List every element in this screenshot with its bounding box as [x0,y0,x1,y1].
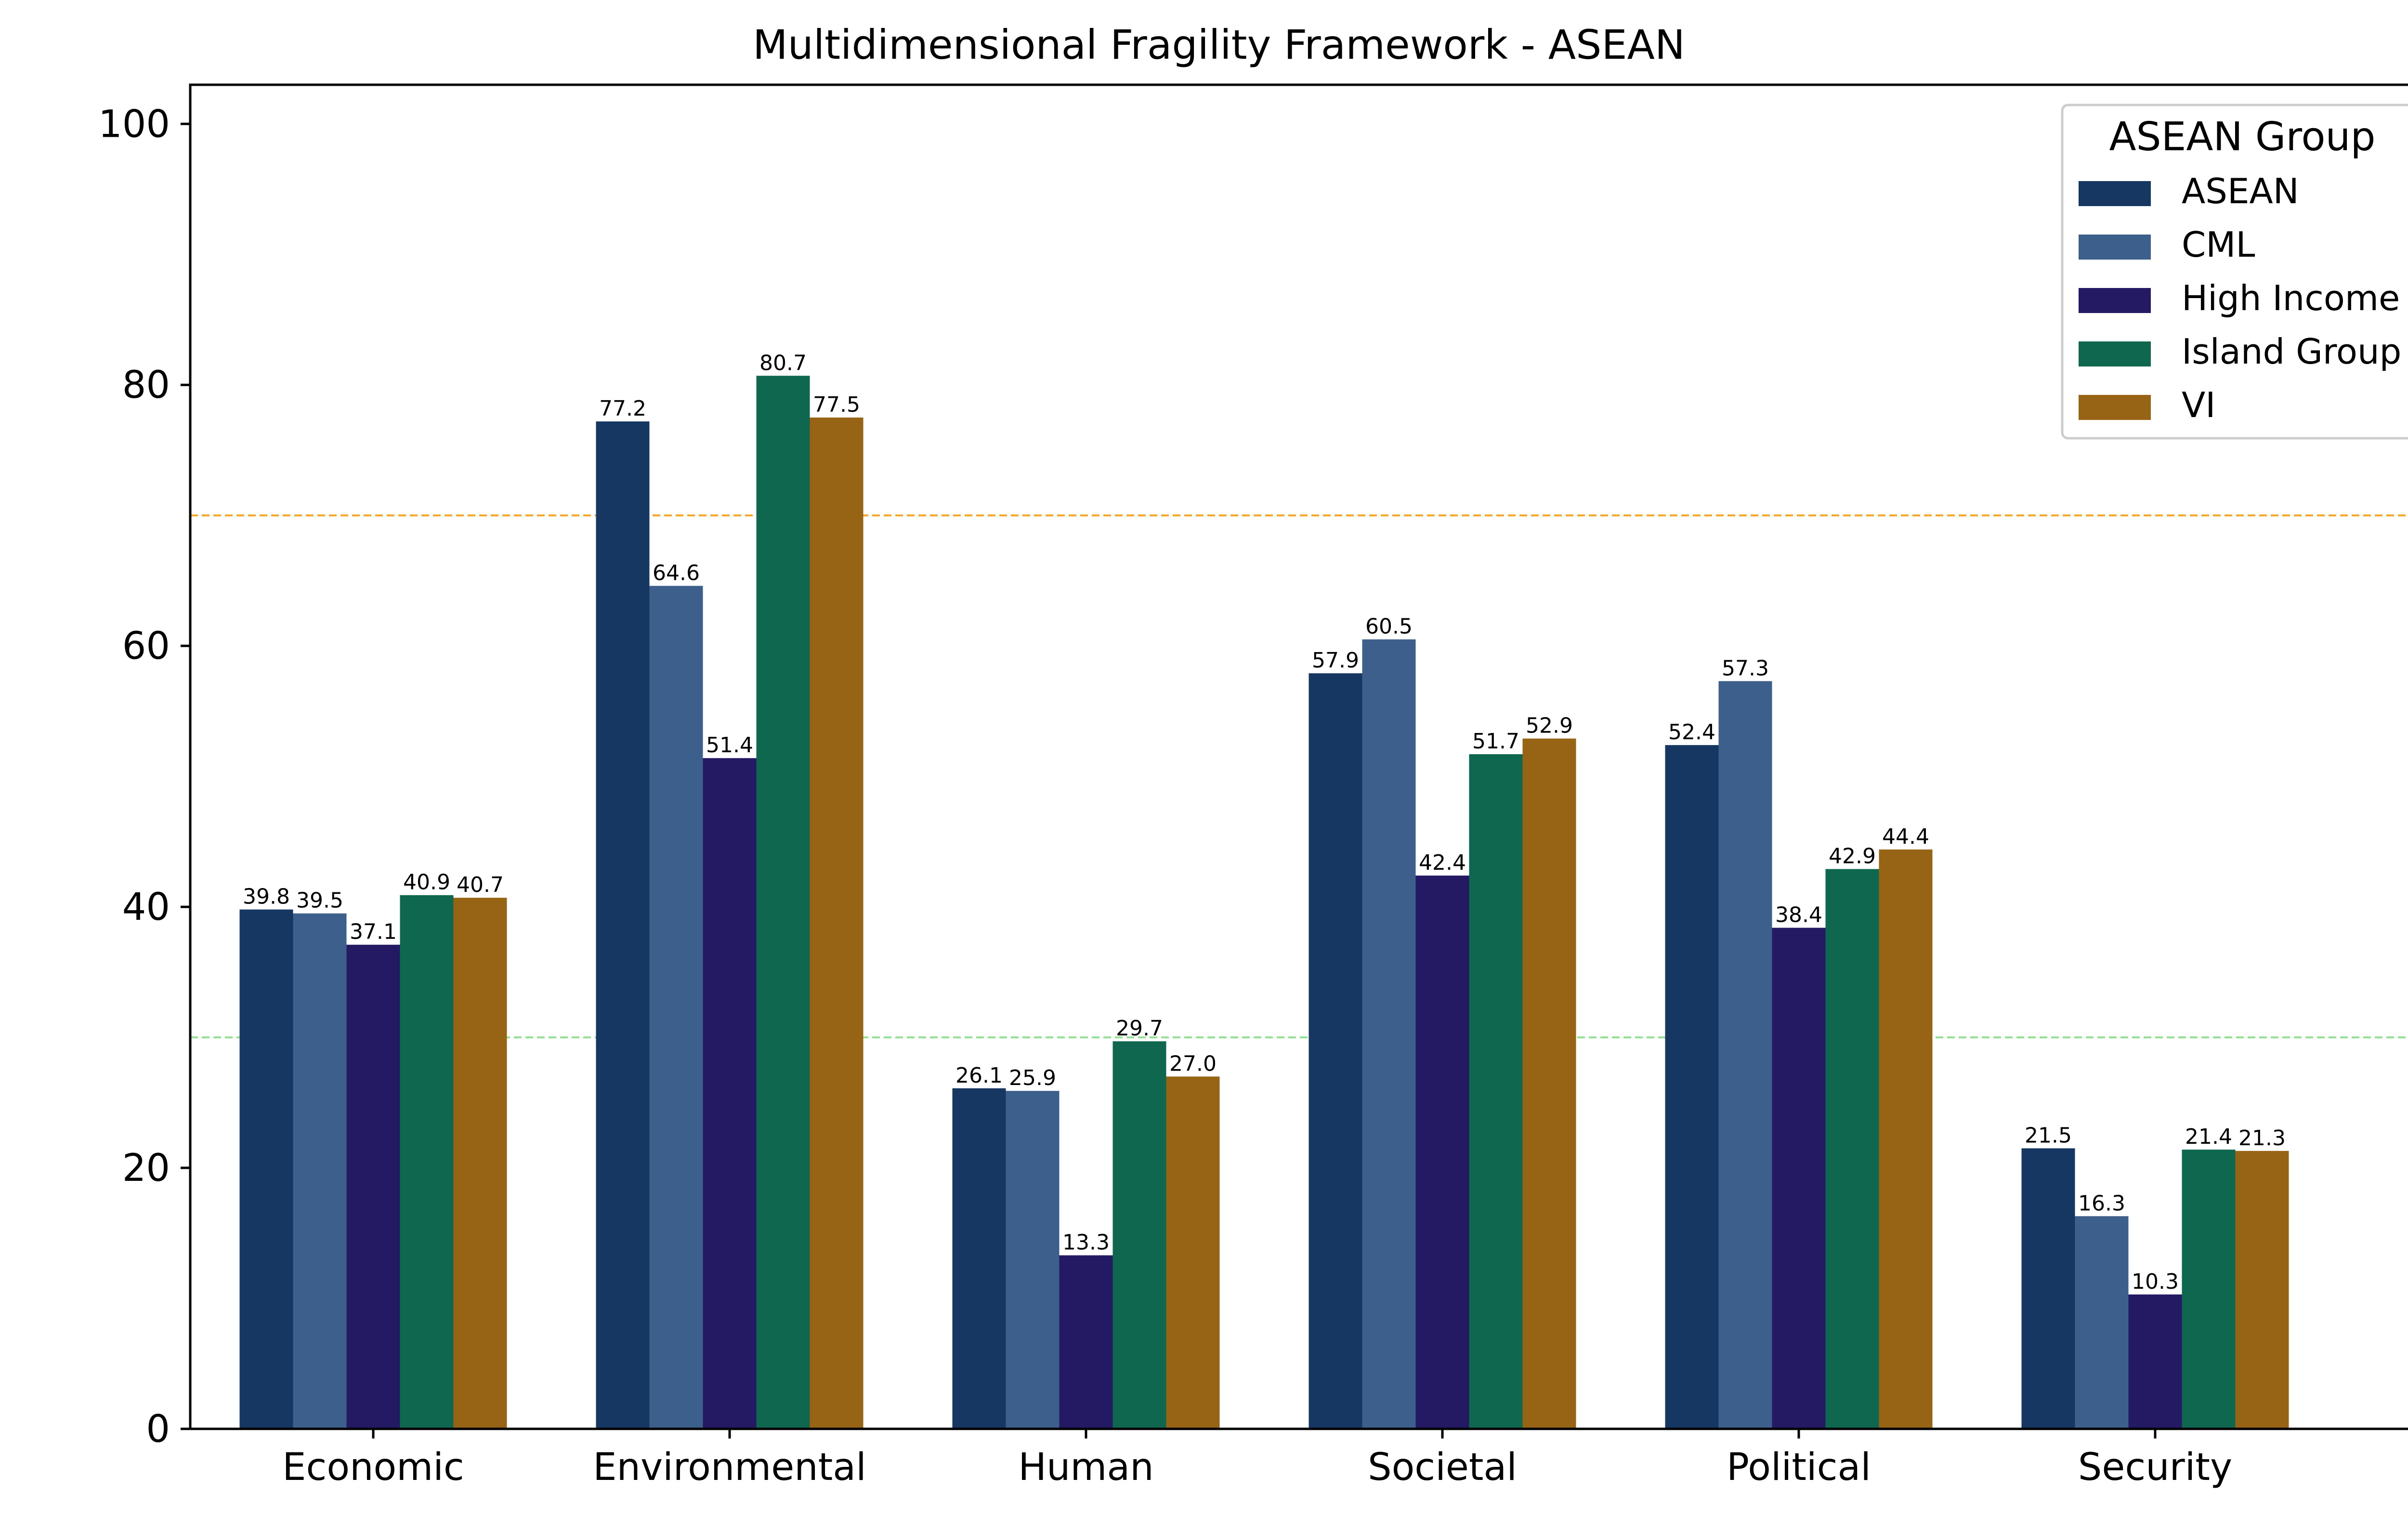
y-tick-label: 40 [122,886,170,929]
x-tick-label: Environmental [593,1446,866,1489]
bar [596,421,650,1429]
bar-value-label: 38.4 [1775,902,1822,927]
bar-value-label: 21.4 [2185,1125,2232,1149]
x-tick-label: Economic [282,1446,464,1489]
bar [2235,1151,2289,1429]
bar-value-label: 64.6 [653,561,700,586]
bar [649,586,703,1429]
legend-swatch [2079,181,2151,206]
bar [293,913,347,1429]
bar [1362,639,1416,1429]
bar [1469,754,1523,1429]
bar-value-label: 80.7 [759,351,807,375]
bars-group: 39.8 39.5 37.1 40.9 40.7 77.2 64.6 51.4 80.777.5… [239,351,2289,1429]
bar-value-label: 42.9 [1829,844,1876,869]
bar-value-label: 25.9 [1009,1066,1056,1090]
bar-value-label: 40.9 [403,870,450,895]
axes: 0 20 40 60 80 100 Economic Environmental Human So… [98,83,2408,1489]
y-tick-label: 0 [146,1408,170,1451]
legend-title: ASEAN Group [2109,114,2375,160]
bar-value-label: 44.4 [1882,824,1929,849]
y-tick-label: 20 [122,1147,170,1190]
legend-items: ASEAN CML High Income Island Group VI [2079,171,2401,425]
bar [1522,738,1576,1429]
bar-value-label: 52.4 [1668,720,1715,745]
bar-value-label: 51.4 [706,733,753,758]
bar [1415,876,1469,1429]
bar [756,376,810,1429]
bar-value-label: 13.3 [1062,1230,1110,1255]
chart-title: Multidimensional Fragility Framework - A… [753,21,1685,68]
bar-value-label: 37.1 [350,920,397,944]
legend-label: Island Group [2182,331,2401,372]
bar [703,758,757,1429]
bar [1112,1041,1166,1429]
legend-label: ASEAN [2182,171,2299,211]
bar [1772,928,1826,1429]
bar [2021,1148,2075,1429]
bar [239,909,293,1429]
bar-value-label: 57.3 [1722,656,1769,680]
bar-value-label: 21.3 [2238,1126,2286,1151]
legend-swatch [2079,288,2151,313]
bar-value-label: 21.5 [2025,1123,2072,1148]
bar [1665,745,1719,1429]
bar [346,944,400,1429]
bar-value-label: 52.9 [1526,714,1573,738]
bar [2128,1294,2182,1429]
bar-value-label: 57.9 [1312,648,1359,673]
bar [1059,1255,1113,1429]
bar-value-label: 42.4 [1419,850,1466,875]
legend-swatch [2079,341,2151,366]
legend-swatch [2079,235,2151,260]
bar-value-label: 29.7 [1116,1016,1163,1041]
bar [1825,869,1879,1429]
bar [1006,1091,1060,1429]
x-tick-label: Human [1018,1446,1153,1489]
legend: ASEAN Group ASEAN CML High Income Island Gr… [2061,104,2408,440]
y-tick-label: 100 [98,103,170,146]
bar-value-label: 10.3 [2132,1269,2179,1294]
x-tick-label: Political [1727,1446,1871,1489]
bar [400,895,454,1429]
bar [2182,1150,2236,1429]
bar-value-label: 26.1 [955,1063,1003,1088]
bar-value-label: 51.7 [1472,729,1519,754]
bar [1309,673,1362,1429]
bar [952,1088,1006,1429]
bar [2075,1216,2129,1429]
x-tick-label: Societal [1368,1446,1517,1489]
x-tick-label: Security [2078,1446,2232,1489]
bar-value-label: 77.2 [599,396,646,421]
bar-value-label: 77.5 [813,392,860,417]
bar [1718,681,1772,1429]
reference-lines [190,514,2408,1039]
legend-swatch [2079,395,2151,420]
bar-value-label: 40.7 [457,873,504,897]
bar [453,898,507,1429]
bar-value-label: 27.0 [1169,1051,1217,1076]
bar [1879,849,1933,1429]
bar-value-label: 60.5 [1365,615,1413,639]
plot-frame [189,83,2408,1430]
y-tick-label: 60 [122,625,170,668]
bar-value-label: 16.3 [2078,1191,2125,1216]
legend-label: CML [2182,224,2255,265]
bar [810,417,864,1429]
legend-label: VI [2182,385,2216,425]
y-tick-label: 80 [122,364,170,407]
bar-value-label: 39.8 [243,885,290,909]
bar-value-label: 39.5 [296,889,343,913]
bar [1166,1076,1220,1429]
legend-label: High Income [2182,278,2400,318]
